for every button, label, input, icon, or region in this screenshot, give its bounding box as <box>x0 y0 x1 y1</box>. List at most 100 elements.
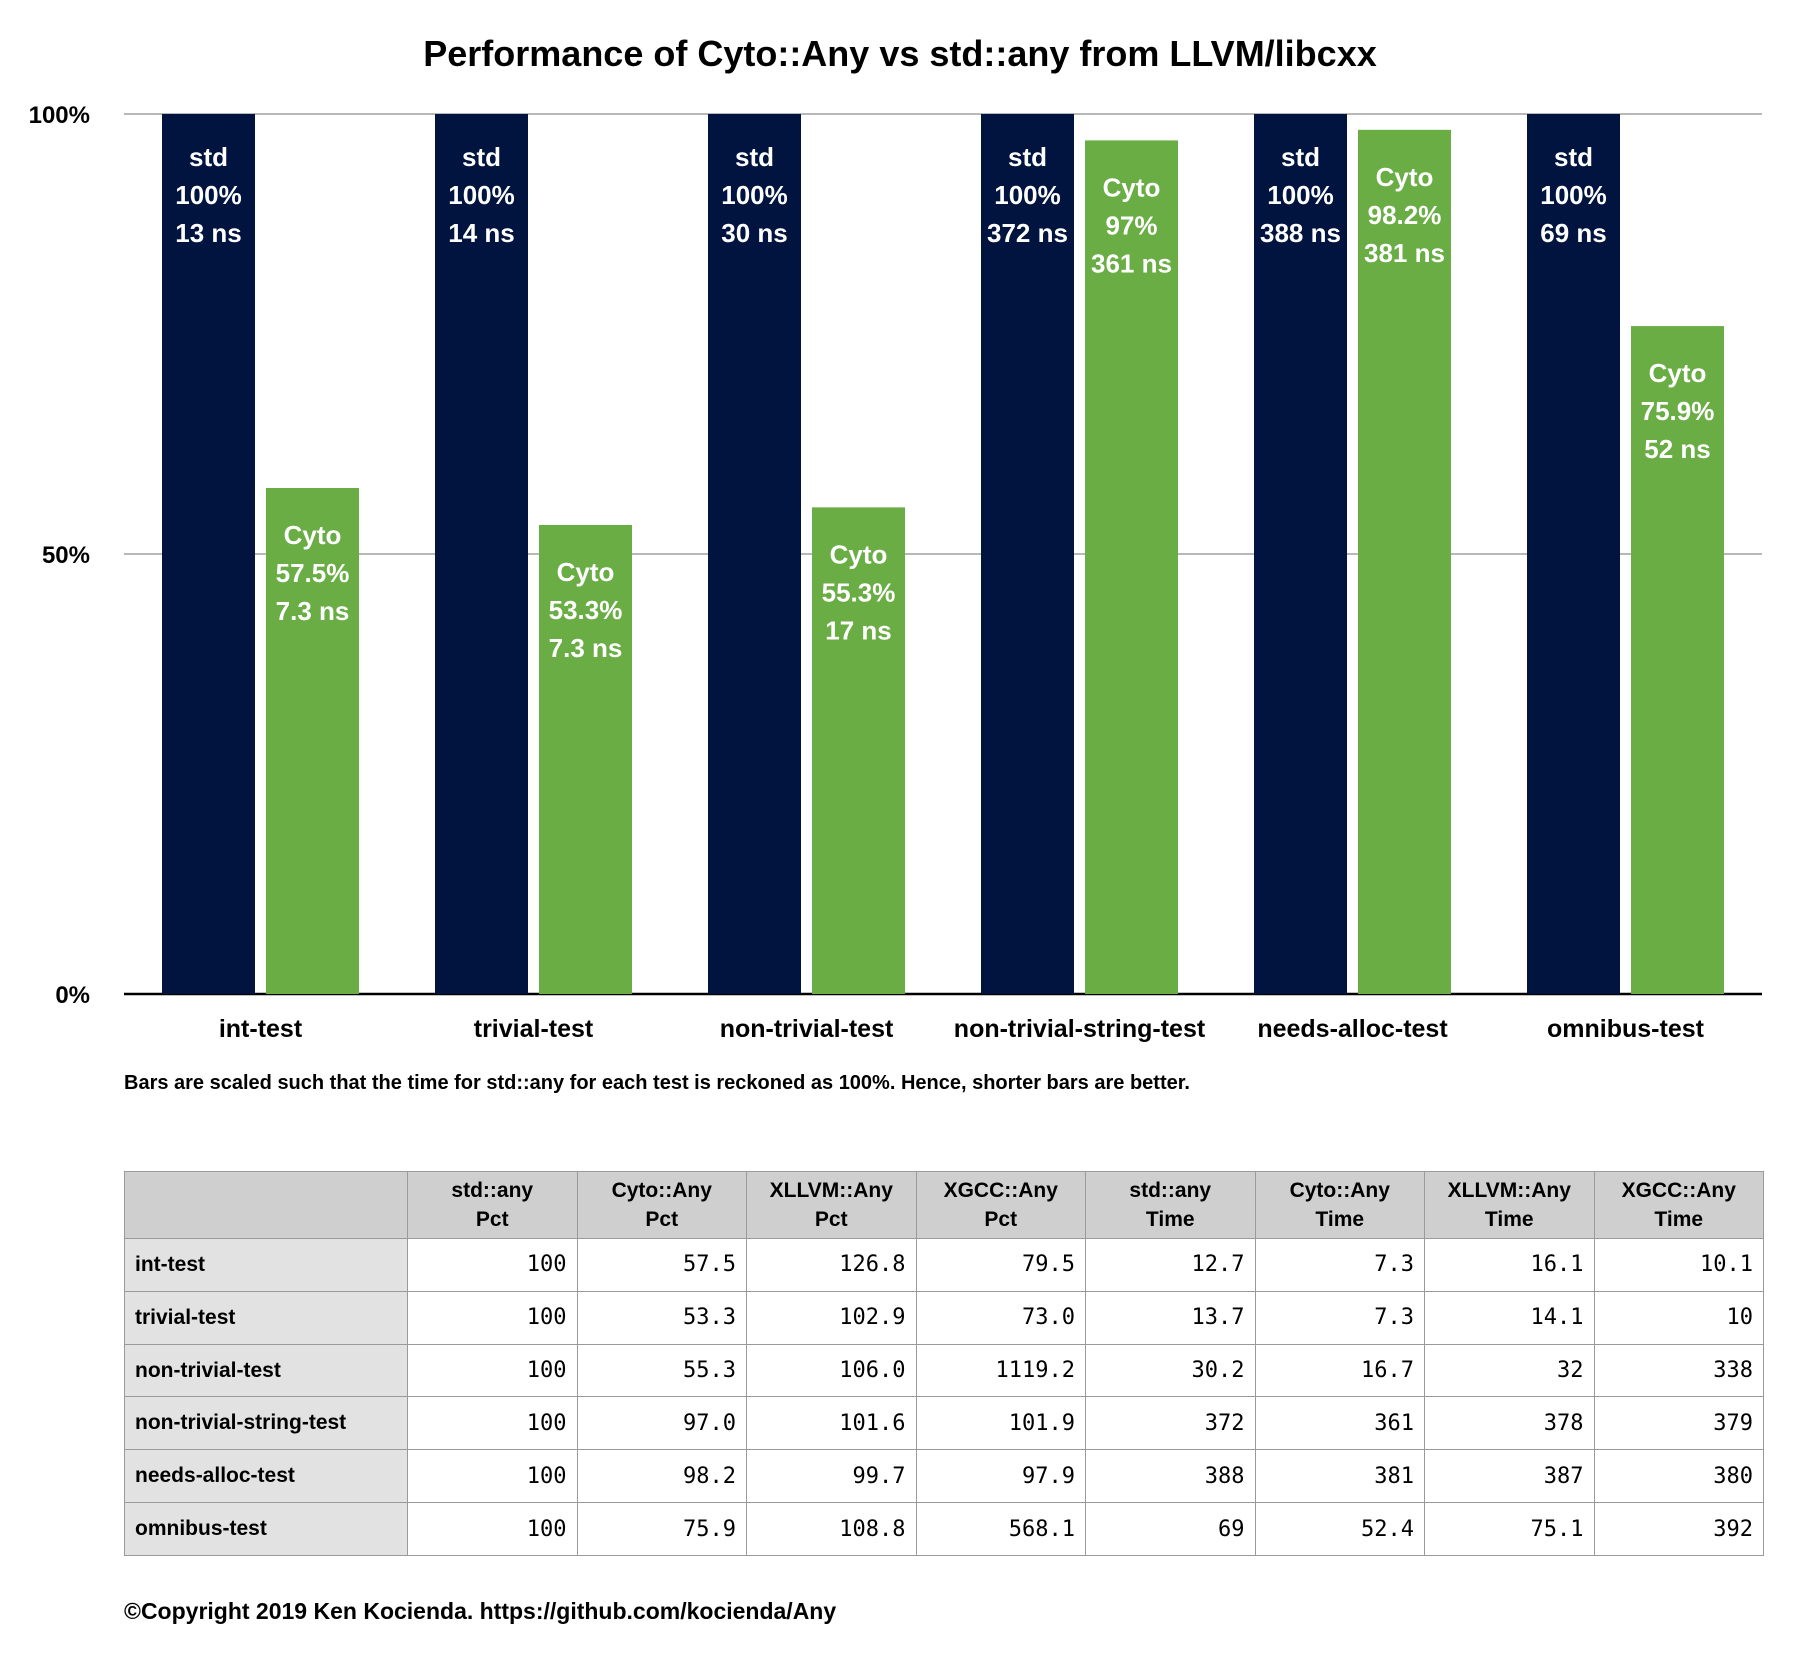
table-cell: 73.0 <box>915 1290 1086 1345</box>
table-cell: 388 <box>1085 1449 1256 1504</box>
table-cell: 99.7 <box>746 1449 917 1504</box>
table-cell: 100 <box>407 1343 578 1398</box>
table-header-row: std::any Pct Cyto::Any Pct XLLVM::Any Pct XGCC… <box>124 1171 1764 1239</box>
table-cell: 1119.2 <box>915 1343 1086 1398</box>
results-table: std::any Pct Cyto::Any Pct XLLVM::Any Pct XGCC… <box>124 1171 1764 1556</box>
table-row: omnibus-test 100 75.9 108.8 568.1 69 52.4 75.1 3… <box>124 1502 1764 1556</box>
table-cell: 387 <box>1424 1449 1595 1504</box>
table-row: needs-alloc-test 100 98.2 99.7 97.9 388 381 387… <box>124 1449 1764 1504</box>
table-cell: 100 <box>407 1238 578 1292</box>
bar-std-non-trivial-string-test <box>981 114 1074 994</box>
bar-std-int-test <box>162 114 255 994</box>
table-header-cell: XLLVM::Any Time <box>1424 1171 1595 1239</box>
table-cell: 97.9 <box>915 1449 1086 1504</box>
x-axis-ticks: int-test trivial-test non-trivial-test non-… <box>219 1015 1705 1043</box>
bar-std-trivial-test <box>435 114 528 994</box>
table-cell: 13.7 <box>1085 1290 1256 1345</box>
y-axis-ticks: 0% 50% 100% <box>29 102 90 1009</box>
row-label: omnibus-test <box>124 1502 408 1556</box>
table-cell: 392 <box>1593 1502 1764 1556</box>
row-label: non-trivial-string-test <box>124 1396 408 1451</box>
table-cell: 102.9 <box>746 1290 917 1345</box>
table-cell: 100 <box>407 1290 578 1345</box>
x-tick-label: trivial-test <box>474 1015 594 1043</box>
y-tick-label: 50% <box>42 542 90 569</box>
bar-label: std 100% 30 ns <box>721 142 788 248</box>
bar-cyto-omnibus-test <box>1631 326 1724 995</box>
gridlines <box>124 113 1762 996</box>
table-body: int-test 100 57.5 126.8 79.5 12.7 7.3 16.1 10.1 t… <box>124 1238 1764 1556</box>
bar-label: Cyto 75.9% 52 ns <box>1641 358 1715 464</box>
table-cell: 16.7 <box>1254 1343 1425 1398</box>
table-cell: 57.5 <box>576 1238 747 1292</box>
table-cell: 7.3 <box>1254 1290 1425 1345</box>
table-row: int-test 100 57.5 126.8 79.5 12.7 7.3 16.1 10.1 <box>124 1238 1764 1292</box>
table-cell: 378 <box>1424 1396 1595 1451</box>
table-cell: 12.7 <box>1085 1238 1256 1292</box>
table-header-cell <box>124 1171 408 1239</box>
table-cell: 126.8 <box>746 1238 917 1292</box>
table-row: trivial-test 100 53.3 102.9 73.0 13.7 7.3 14.1 1… <box>124 1290 1764 1345</box>
row-label: trivial-test <box>124 1290 408 1345</box>
table-cell: 108.8 <box>746 1502 917 1556</box>
bar-label: Cyto 55.3% 17 ns <box>822 539 896 645</box>
table-cell: 10.1 <box>1593 1238 1764 1292</box>
table-cell: 16.1 <box>1424 1238 1595 1292</box>
y-tick-label: 100% <box>29 102 90 129</box>
bar-label: Cyto 57.5% 7.3 ns <box>276 520 350 626</box>
table-cell: 7.3 <box>1254 1238 1425 1292</box>
x-tick-label: needs-alloc-test <box>1257 1015 1448 1043</box>
bar-cyto-non-trivial-test <box>812 507 905 994</box>
row-label: needs-alloc-test <box>124 1449 408 1504</box>
row-label: int-test <box>124 1238 408 1292</box>
table-cell: 52.4 <box>1254 1502 1425 1556</box>
table-header-cell: std::any Time <box>1085 1171 1256 1239</box>
table-cell: 53.3 <box>576 1290 747 1345</box>
chart-title: Performance of Cyto::Any vs std::any fro… <box>423 33 1377 74</box>
bar-cyto-non-trivial-string-test <box>1085 140 1178 994</box>
table-header-cell: Cyto::Any Time <box>1254 1171 1425 1239</box>
table-cell: 361 <box>1254 1396 1425 1451</box>
table-cell: 100 <box>407 1396 578 1451</box>
x-tick-label: non-trivial-string-test <box>954 1015 1206 1043</box>
table-header-cell: XGCC::Any Pct <box>915 1171 1086 1239</box>
table-cell: 101.6 <box>746 1396 917 1451</box>
table-cell: 372 <box>1085 1396 1256 1451</box>
table-header-cell: std::any Pct <box>407 1171 578 1239</box>
bar-label: std 100% 388 ns <box>1260 142 1341 248</box>
bar-std-omnibus-test <box>1527 114 1620 994</box>
table-cell: 568.1 <box>915 1502 1086 1556</box>
table-cell: 106.0 <box>746 1343 917 1398</box>
table-cell: 338 <box>1593 1343 1764 1398</box>
table-header-cell: XGCC::Any Time <box>1593 1171 1764 1239</box>
bar-cyto-needs-alloc-test <box>1358 129 1451 995</box>
bar-label: std 100% 69 ns <box>1540 142 1607 248</box>
table-cell: 381 <box>1254 1449 1425 1504</box>
bar-std-non-trivial-test <box>708 114 801 994</box>
y-tick-label: 0% <box>55 982 90 1009</box>
bar-label: Cyto 53.3% 7.3 ns <box>549 557 623 663</box>
bar-std-needs-alloc-test <box>1254 114 1347 994</box>
table-cell: 97.0 <box>576 1396 747 1451</box>
table-cell: 100 <box>407 1502 578 1556</box>
bar-chart: Performance of Cyto::Any vs std::any fro… <box>29 33 1762 1043</box>
bar-label: std 100% 372 ns <box>987 142 1068 248</box>
table-cell: 32 <box>1424 1343 1595 1398</box>
copyright-notice: ©Copyright 2019 Ken Kocienda. https://gi… <box>124 1598 837 1624</box>
table-cell: 379 <box>1593 1396 1764 1451</box>
table-cell: 79.5 <box>915 1238 1086 1292</box>
bar-label: Cyto 97% 361 ns <box>1091 172 1172 278</box>
table-cell: 75.9 <box>576 1502 747 1556</box>
table-cell: 55.3 <box>576 1343 747 1398</box>
bar-cyto-trivial-test <box>539 524 632 994</box>
table-header-cell: Cyto::Any Pct <box>576 1171 747 1239</box>
table-cell: 380 <box>1593 1449 1764 1504</box>
row-label: non-trivial-test <box>124 1343 408 1398</box>
x-tick-label: int-test <box>219 1015 303 1043</box>
table-header-cell: XLLVM::Any Pct <box>746 1171 917 1239</box>
table-cell: 101.9 <box>915 1396 1086 1451</box>
table-cell: 10 <box>1593 1290 1764 1345</box>
bar-cyto-int-test <box>266 488 359 994</box>
table-row: non-trivial-test 100 55.3 106.0 1119.2 30.2 16… <box>124 1343 1764 1398</box>
x-tick-label: non-trivial-test <box>720 1015 894 1043</box>
